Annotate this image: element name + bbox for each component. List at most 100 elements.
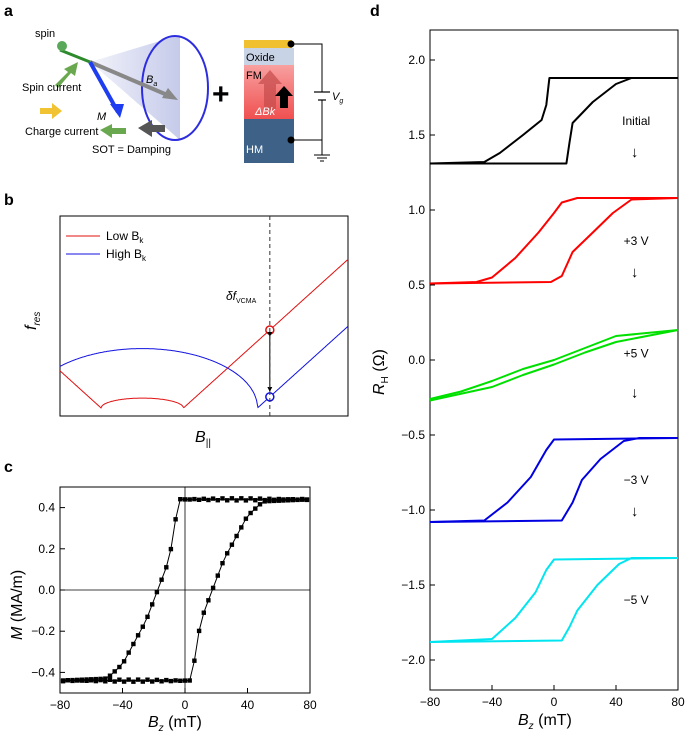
panel-c-xtick-label: 40 xyxy=(241,698,255,712)
panel-c-point xyxy=(257,502,263,507)
panel-c-point xyxy=(159,577,164,582)
panel-c-point xyxy=(103,676,108,681)
fm-big-arrow xyxy=(258,70,282,110)
panel-b-ylabel-sub: res xyxy=(32,312,43,326)
panel-c-point xyxy=(182,497,188,502)
panel-c-point xyxy=(121,659,127,664)
vg-label: Vg xyxy=(332,91,343,105)
panel-c-point xyxy=(173,678,178,683)
panel-c-point xyxy=(65,678,70,683)
legend-low-sub: k xyxy=(139,236,144,245)
panel-c-point xyxy=(192,658,197,663)
panel-c-point xyxy=(164,677,169,683)
panel-c-point xyxy=(215,498,220,503)
oxide-layer xyxy=(244,48,294,65)
hm-label: HM xyxy=(246,144,263,156)
panel-c-point xyxy=(145,677,150,682)
panel-b-ylabel-main: f xyxy=(23,324,40,330)
damping-gray-arrow xyxy=(138,120,165,137)
panel-c-point xyxy=(121,679,127,684)
fm-label: FM xyxy=(246,70,262,82)
panel-c-point xyxy=(285,497,291,502)
panel-d-down-arrow-icon: ↓ xyxy=(631,503,639,520)
panel-d-ytick-label: 1.0 xyxy=(408,203,425,217)
panel-d-chart: −80 −40 0 40 80 2.0 1.5 1.0 0.5 0.0 −0.5 −1.0 −1.5 −2… xyxy=(371,29,685,732)
panel-c-point xyxy=(131,641,136,647)
panel-d-series-label: −5 V xyxy=(624,593,649,607)
panel-c-point xyxy=(239,496,244,501)
panel-c-point xyxy=(243,516,249,521)
panel-c-point xyxy=(93,676,99,682)
panel-c-point xyxy=(150,679,155,684)
panel-b-xlabel-main: B xyxy=(195,429,206,446)
panel-c-point xyxy=(206,497,211,503)
panel-c-point xyxy=(145,614,150,619)
panel-c-point xyxy=(253,506,258,511)
panel-d-ytick-label: −0.5 xyxy=(401,428,425,442)
panel-d-series-label: +5 V xyxy=(624,346,649,360)
panel-c-point xyxy=(164,565,169,570)
panel-c-point xyxy=(304,497,310,503)
field-label-sub: a xyxy=(153,81,157,88)
panel-d-xtick-label: 80 xyxy=(671,695,685,709)
panel-b-series-0 xyxy=(59,259,349,409)
panel-a-schematic: spin Spin current Charge current M Ba SO… xyxy=(22,28,343,163)
panel-c-ylabel: M (MA/m) xyxy=(9,570,26,640)
panel-d-labels: Initial ↓ +3 V ↓ +5 V ↓ −3 V ↓ −5 V xyxy=(622,114,650,607)
panel-c-point xyxy=(220,496,225,501)
panel-d-ytick-label: 0.5 xyxy=(408,278,425,292)
panel-c-point xyxy=(168,678,174,684)
panel-c-xlabel-main: B xyxy=(148,714,159,731)
precession-orbit xyxy=(141,35,209,141)
panel-c-point xyxy=(75,677,80,683)
panel-c-point xyxy=(98,676,103,682)
panel-d-series-down-3 xyxy=(429,437,679,523)
panel-c-point xyxy=(215,573,220,578)
spin-vector xyxy=(59,48,91,64)
panel-d-series-down-4 xyxy=(429,557,679,643)
panel-d-xlabel-main: B xyxy=(518,712,529,729)
panel-c-ylabel-main: M xyxy=(9,626,26,640)
panel-c-point xyxy=(84,677,89,682)
panel-c-xtick-label: −40 xyxy=(112,698,133,712)
panel-d-series-label: −3 V xyxy=(624,473,649,487)
panel-d-series-down-1 xyxy=(429,197,678,285)
panel-c-point xyxy=(178,678,183,683)
panel-c-point xyxy=(168,546,174,552)
panel-label-c: c xyxy=(4,459,13,476)
panel-b-xlabel-sub: || xyxy=(206,438,211,449)
panel-c-point xyxy=(154,589,160,595)
legend-high-sub: k xyxy=(142,254,147,263)
panel-d-series-down-0 xyxy=(429,77,678,165)
field-arrowhead xyxy=(162,88,178,100)
damping-green-arrow xyxy=(100,124,126,138)
magnetization-arrowhead xyxy=(110,104,124,118)
panel-c-point xyxy=(135,677,141,682)
spin-current-arrow xyxy=(55,62,78,88)
panel-c-xlabel: Bz (mT) xyxy=(148,714,202,733)
legend-high-name: High B xyxy=(106,247,142,261)
panel-c-xtick-label: −80 xyxy=(50,698,71,712)
panel-c-ytick-label: 0.4 xyxy=(38,501,55,515)
panel-b-annotation-sub: VCMA xyxy=(236,298,257,305)
panel-c-point xyxy=(229,496,235,501)
panel-c-point xyxy=(135,633,141,638)
panel-d-xlabel-sub: z xyxy=(528,721,534,732)
panel-c-point xyxy=(107,673,113,678)
panel-c-point xyxy=(201,610,206,615)
spin-current-text: Spin current xyxy=(22,82,81,94)
panel-c-point xyxy=(271,497,277,502)
panel-c-point xyxy=(225,551,230,556)
panel-c-point xyxy=(103,679,108,684)
panel-b-ylabel: fres xyxy=(23,312,43,330)
magnetization-vector xyxy=(88,61,120,113)
panel-c-point xyxy=(300,496,305,502)
panel-c-point xyxy=(295,497,300,502)
panel-c-point xyxy=(89,677,94,682)
plus-sign: + xyxy=(212,78,230,111)
panel-c-point xyxy=(234,533,239,539)
panel-d-xtick-label: −80 xyxy=(420,695,441,709)
panel-d-ytick-label: −1.5 xyxy=(401,578,425,592)
legend-high-text: High Bk xyxy=(106,247,147,263)
